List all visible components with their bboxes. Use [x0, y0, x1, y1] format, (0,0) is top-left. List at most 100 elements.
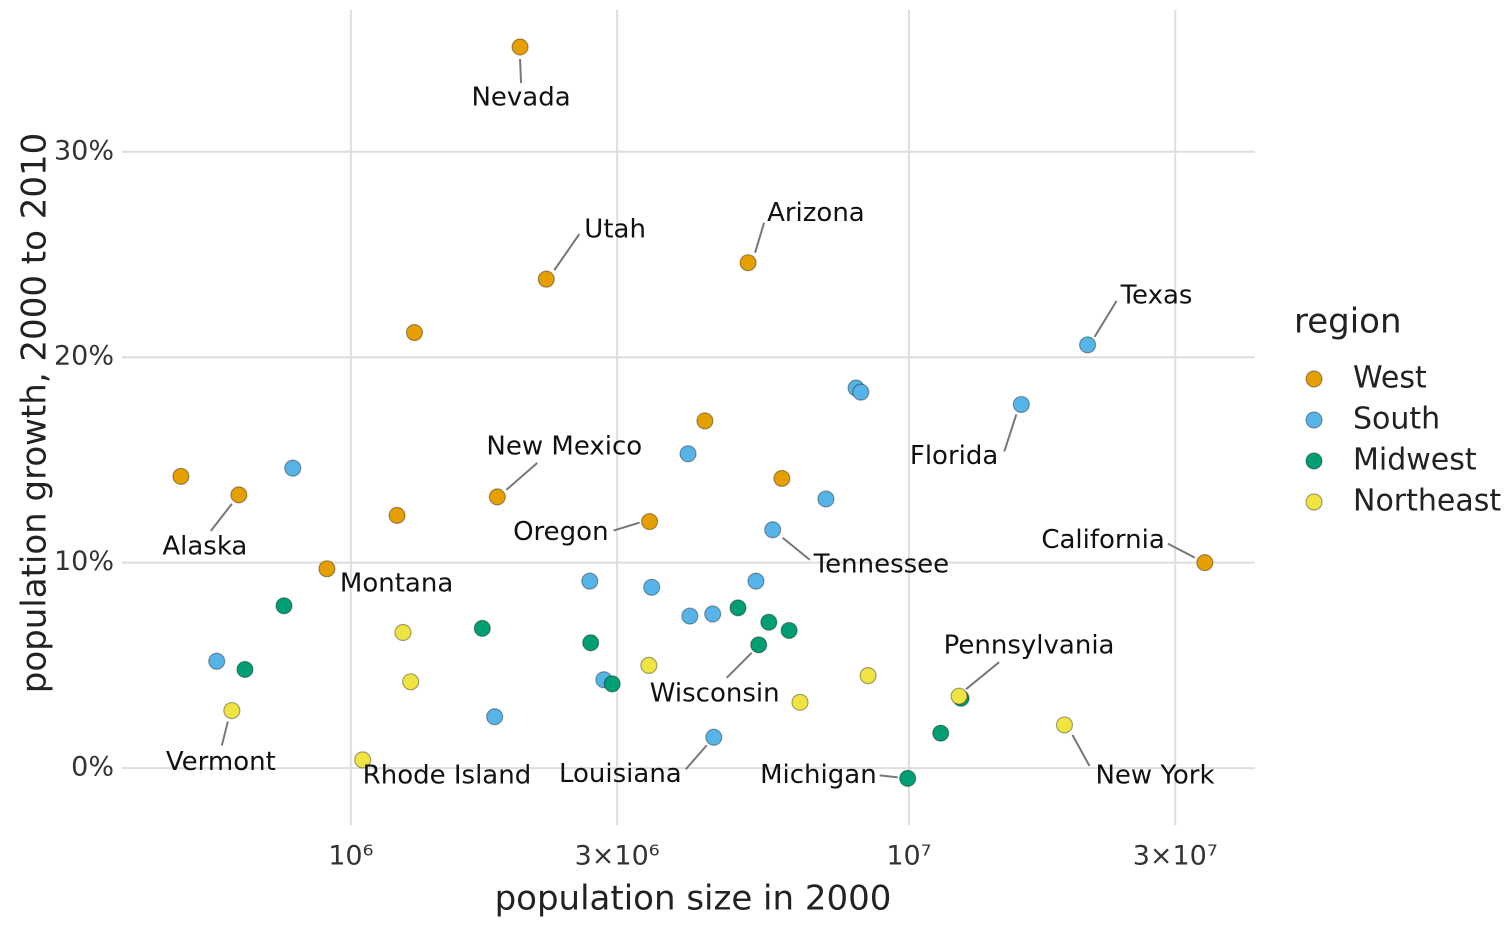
point: [537, 270, 555, 288]
legend-label: West: [1353, 361, 1427, 396]
point: [473, 619, 491, 637]
point: [899, 769, 917, 787]
point: [603, 675, 621, 693]
y-tick-label: 30%: [54, 135, 114, 166]
point-label: Wisconsin: [650, 678, 780, 708]
leader-line: [613, 521, 640, 532]
leader-line: [505, 462, 538, 491]
legend-label: South: [1353, 402, 1440, 437]
point: [172, 467, 190, 485]
point: [488, 488, 506, 506]
point: [640, 656, 658, 674]
point: [640, 512, 659, 531]
x-axis-title: population size in 2000: [495, 879, 892, 919]
point: [791, 693, 809, 711]
point-label: New York: [1095, 760, 1214, 790]
legend-marker: [1305, 411, 1323, 429]
point: [859, 667, 877, 685]
point: [354, 751, 372, 769]
point: [705, 728, 723, 746]
leader-line: [754, 222, 766, 253]
point: [780, 621, 798, 640]
point: [1012, 395, 1030, 414]
point-label: Vermont: [166, 747, 276, 777]
point: [275, 597, 293, 615]
y-axis-title: population growth, 2000 to 2010: [15, 133, 55, 693]
y-tick-label: 10%: [54, 546, 114, 577]
x-tick-label: 3×10⁷: [1133, 841, 1218, 872]
leader-line: [1003, 414, 1018, 452]
point: [696, 412, 714, 430]
point-label: Arizona: [767, 198, 865, 228]
point: [681, 607, 699, 625]
leader-line: [1167, 542, 1196, 559]
point-label: California: [1041, 525, 1164, 555]
point: [932, 724, 950, 742]
point: [230, 486, 248, 504]
point-label: Oregon: [513, 517, 608, 547]
point: [223, 701, 241, 720]
y-tick-label: 20%: [54, 341, 114, 372]
point: [402, 673, 420, 691]
point: [284, 459, 302, 477]
x-tick-label: 3×10⁶: [575, 841, 660, 872]
point: [760, 613, 778, 631]
point: [486, 708, 504, 726]
point-label: Louisiana: [559, 759, 682, 789]
point: [394, 623, 412, 642]
point: [511, 38, 529, 56]
point: [704, 605, 722, 623]
point: [236, 660, 254, 679]
legend-marker: [1305, 452, 1323, 470]
point: [388, 506, 406, 524]
point: [405, 323, 424, 342]
point: [950, 687, 968, 705]
point: [581, 572, 599, 590]
y-tick-label: 0%: [71, 752, 114, 783]
point-label: Nevada: [471, 82, 570, 112]
point: [747, 572, 765, 590]
point-label: Alaska: [162, 531, 247, 561]
point-label: New Mexico: [486, 431, 642, 461]
point: [729, 599, 747, 617]
point-label: Tennessee: [813, 549, 950, 579]
leader-line: [210, 503, 233, 532]
x-tick-label: 10⁷: [886, 841, 931, 872]
point-label: Michigan: [760, 760, 877, 790]
point: [208, 652, 226, 670]
point: [764, 521, 782, 539]
leader-line: [1093, 300, 1118, 338]
leader-line: [965, 661, 1000, 690]
point: [1196, 554, 1214, 572]
leader-line: [220, 721, 229, 746]
point-label: Rhode Island: [363, 760, 532, 790]
legend-title: region: [1294, 302, 1402, 342]
legend-label: Northeast: [1353, 484, 1501, 519]
leader-line: [879, 774, 898, 779]
x-tick-label: 10⁶: [328, 841, 373, 872]
point: [318, 560, 336, 578]
leader-line: [685, 744, 708, 770]
point: [1055, 716, 1074, 734]
leader-line: [519, 58, 523, 84]
point: [582, 634, 600, 652]
leader-line: [782, 537, 811, 561]
point-label: Montana: [340, 568, 453, 598]
point: [773, 469, 791, 488]
leader-line: [1071, 734, 1091, 767]
point-label: Florida: [910, 441, 998, 471]
point-label: Pennsylvania: [944, 631, 1115, 661]
point: [817, 490, 835, 508]
legend-marker: [1305, 493, 1323, 511]
legend-label: Midwest: [1353, 443, 1477, 478]
point: [679, 445, 697, 463]
legend-marker: [1305, 370, 1323, 388]
point: [739, 254, 757, 272]
leader-line: [553, 233, 581, 271]
point: [643, 578, 661, 596]
point-label: Texas: [1120, 280, 1193, 310]
point: [852, 383, 870, 401]
point: [1078, 336, 1097, 354]
point-label: Utah: [584, 215, 646, 245]
